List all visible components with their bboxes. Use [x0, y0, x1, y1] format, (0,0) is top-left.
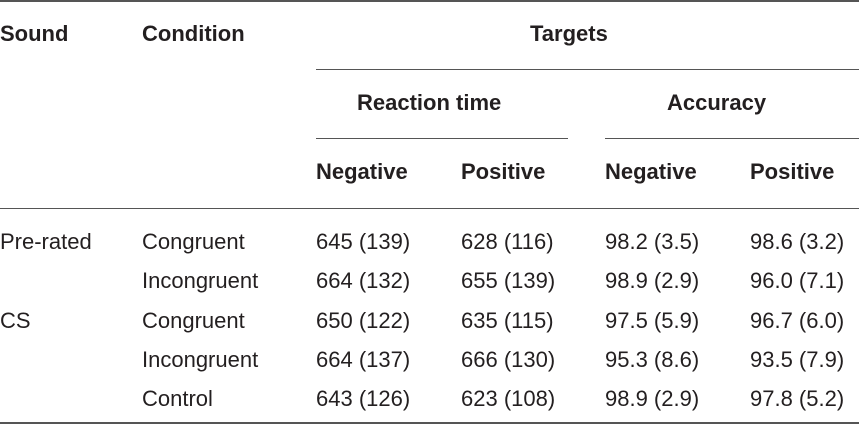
cell-rt-negative: 650 (122): [316, 308, 411, 333]
cell-acc-positive: 98.6 (3.2): [750, 229, 845, 254]
targets-rule: [316, 69, 859, 70]
cell-rt-negative: 645 (139): [316, 229, 411, 254]
header-acc-positive: Positive: [750, 159, 835, 184]
reaction-time-rule: [316, 138, 568, 139]
cell-rt-negative: 664 (132): [316, 268, 411, 293]
cell-rt-positive: 623 (108): [461, 386, 556, 411]
header-accuracy: Accuracy: [667, 90, 767, 115]
cell-acc-negative: 98.2 (3.5): [605, 229, 700, 254]
cell-acc-positive: 96.7 (6.0): [750, 308, 845, 333]
cell-acc-negative: 97.5 (5.9): [605, 308, 700, 333]
cell-acc-negative: 98.9 (2.9): [605, 268, 700, 293]
header-sound: Sound: [0, 21, 69, 46]
cell-condition: Incongruent: [142, 347, 259, 372]
cell-rt-positive: 635 (115): [461, 308, 554, 333]
top-rule: [0, 0, 859, 2]
header-bottom-rule: [0, 208, 859, 209]
cell-acc-positive: 96.0 (7.1): [750, 268, 845, 293]
cell-acc-negative: 98.9 (2.9): [605, 386, 700, 411]
header-condition: Condition: [142, 21, 245, 46]
header-rt-negative: Negative: [316, 159, 408, 184]
bottom-rule: [0, 422, 859, 424]
cell-rt-positive: 655 (139): [461, 268, 556, 293]
cell-rt-positive: 666 (130): [461, 347, 556, 372]
cell-acc-negative: 95.3 (8.6): [605, 347, 700, 372]
cell-rt-negative: 664 (137): [316, 347, 411, 372]
cell-rt-positive: 628 (116): [461, 229, 554, 254]
cell-condition: Congruent: [142, 229, 245, 254]
cell-condition: Control: [142, 386, 213, 411]
accuracy-rule: [605, 138, 859, 139]
cell-rt-negative: 643 (126): [316, 386, 411, 411]
cell-acc-positive: 93.5 (7.9): [750, 347, 845, 372]
cell-sound: Pre-rated: [0, 229, 92, 254]
cell-acc-positive: 97.8 (5.2): [750, 386, 845, 411]
cell-sound: CS: [0, 308, 31, 333]
header-acc-negative: Negative: [605, 159, 697, 184]
cell-condition: Incongruent: [142, 268, 259, 293]
cell-condition: Congruent: [142, 308, 245, 333]
header-rt-positive: Positive: [461, 159, 546, 184]
header-targets: Targets: [530, 21, 608, 46]
header-reaction-time: Reaction time: [357, 90, 502, 115]
